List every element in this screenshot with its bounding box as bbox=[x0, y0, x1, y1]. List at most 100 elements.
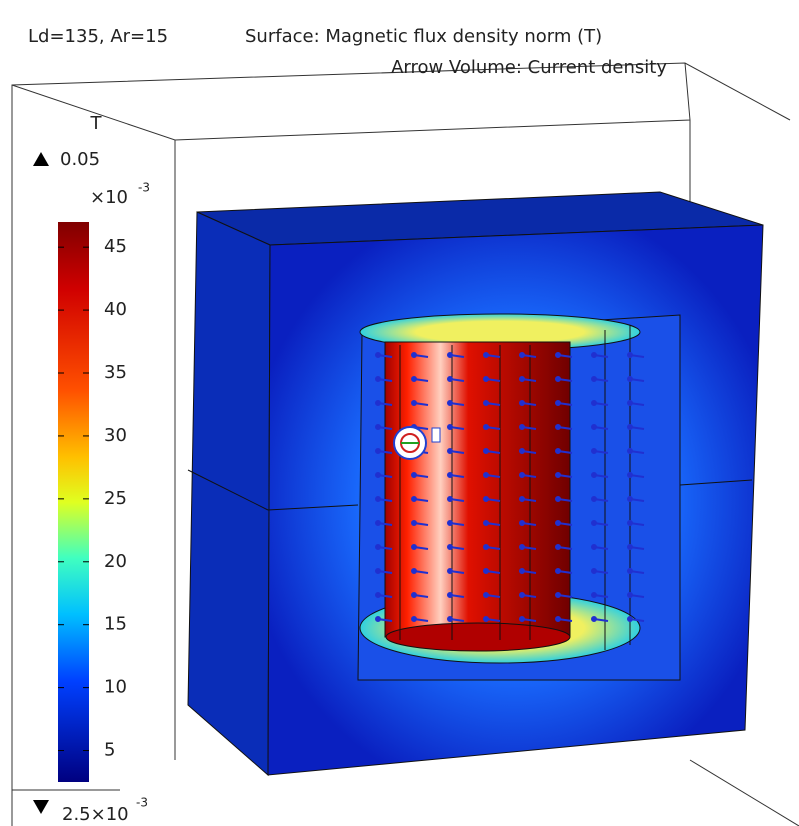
arrow-head bbox=[555, 472, 561, 478]
arrow-head bbox=[627, 520, 633, 526]
arrow-head bbox=[411, 592, 417, 598]
arrow-head bbox=[483, 616, 489, 622]
arrow-head bbox=[627, 448, 633, 454]
max-marker bbox=[33, 152, 49, 166]
arrow-head bbox=[447, 544, 453, 550]
arrow-head bbox=[519, 400, 525, 406]
arrow-head bbox=[591, 448, 597, 454]
arrow-head bbox=[411, 400, 417, 406]
arrow-head bbox=[483, 400, 489, 406]
arrow-head bbox=[411, 520, 417, 526]
arrow-head bbox=[591, 352, 597, 358]
arrow-head bbox=[447, 424, 453, 430]
arrow-head bbox=[519, 472, 525, 478]
arrow-head bbox=[591, 616, 597, 622]
arrow-head bbox=[375, 448, 381, 454]
arrow-head bbox=[591, 568, 597, 574]
arrow-head bbox=[483, 496, 489, 502]
arrow-head bbox=[447, 520, 453, 526]
arrow-head bbox=[375, 424, 381, 430]
colorbar bbox=[58, 222, 89, 782]
arrow-head bbox=[555, 544, 561, 550]
legend-scale-exponent: -3 bbox=[138, 181, 150, 195]
arrow-head bbox=[519, 568, 525, 574]
arrow-head bbox=[555, 520, 561, 526]
arrow-head bbox=[627, 424, 633, 430]
arrow-head bbox=[555, 592, 561, 598]
color-legend: T 0.05 ×10 -3 2.5×10 -3 45 40 35 30 25 20 15 10… bbox=[33, 113, 150, 825]
arrow-head bbox=[555, 352, 561, 358]
tick-label: 5 bbox=[104, 740, 115, 761]
arrow-head bbox=[483, 520, 489, 526]
arrow-head bbox=[411, 616, 417, 622]
arrow-head bbox=[483, 544, 489, 550]
arrow-head bbox=[519, 448, 525, 454]
arrow-head bbox=[447, 568, 453, 574]
arrow-head bbox=[627, 496, 633, 502]
arrow-head bbox=[627, 544, 633, 550]
arrow-head bbox=[375, 352, 381, 358]
arrow-head bbox=[447, 352, 453, 358]
arrow-head bbox=[411, 472, 417, 478]
arrow-head bbox=[627, 352, 633, 358]
arrow-head bbox=[447, 472, 453, 478]
arrow-head bbox=[627, 400, 633, 406]
min-marker bbox=[33, 800, 49, 814]
arrow-head bbox=[483, 568, 489, 574]
arrow-head bbox=[627, 376, 633, 382]
tick-label: 30 bbox=[104, 425, 127, 446]
legend-unit: T bbox=[90, 113, 103, 134]
arrow-head bbox=[591, 424, 597, 430]
arrow-head bbox=[375, 616, 381, 622]
arrow-head bbox=[447, 448, 453, 454]
arrow-head bbox=[447, 400, 453, 406]
arrow-head bbox=[447, 616, 453, 622]
arrow-head bbox=[375, 496, 381, 502]
legend-min-exponent: -3 bbox=[136, 796, 148, 810]
arrow-head bbox=[483, 472, 489, 478]
arrow-head bbox=[375, 592, 381, 598]
tick-label: 40 bbox=[104, 299, 127, 320]
arrow-head bbox=[375, 544, 381, 550]
legend-max: 0.05 bbox=[60, 149, 100, 170]
arrow-head bbox=[447, 376, 453, 382]
arrow-head bbox=[555, 424, 561, 430]
arrow-head bbox=[519, 424, 525, 430]
legend-scale: ×10 bbox=[90, 187, 128, 208]
arrow-head bbox=[555, 496, 561, 502]
arrow-head bbox=[519, 352, 525, 358]
legend-min: 2.5×10 bbox=[62, 804, 129, 825]
arrow-head bbox=[447, 592, 453, 598]
tick-label: 10 bbox=[104, 677, 127, 698]
arrow-head bbox=[591, 592, 597, 598]
arrow-head bbox=[519, 616, 525, 622]
arrow-head bbox=[627, 616, 633, 622]
arrow-head bbox=[519, 376, 525, 382]
arrow-head bbox=[375, 568, 381, 574]
title-left: Ld=135, Ar=15 bbox=[28, 26, 168, 47]
magnetic-core bbox=[187, 191, 764, 777]
arrow-head bbox=[555, 616, 561, 622]
arrow-head bbox=[519, 496, 525, 502]
arrow-head bbox=[519, 544, 525, 550]
tick-label: 45 bbox=[104, 236, 127, 257]
arrow-head bbox=[591, 472, 597, 478]
arrow-head bbox=[627, 472, 633, 478]
tick-label: 25 bbox=[104, 488, 127, 509]
arrow-head bbox=[483, 376, 489, 382]
arrow-head bbox=[375, 400, 381, 406]
arrow-head bbox=[591, 496, 597, 502]
arrow-head bbox=[555, 376, 561, 382]
arrow-head bbox=[375, 376, 381, 382]
arrow-head bbox=[591, 544, 597, 550]
arrow-head bbox=[591, 376, 597, 382]
arrow-head bbox=[627, 592, 633, 598]
tick-label: 15 bbox=[104, 614, 127, 635]
arrow-head bbox=[591, 520, 597, 526]
arrow-head bbox=[483, 592, 489, 598]
arrow-head bbox=[483, 352, 489, 358]
arrow-head bbox=[591, 400, 597, 406]
arrow-head bbox=[375, 520, 381, 526]
arrow-head bbox=[411, 496, 417, 502]
